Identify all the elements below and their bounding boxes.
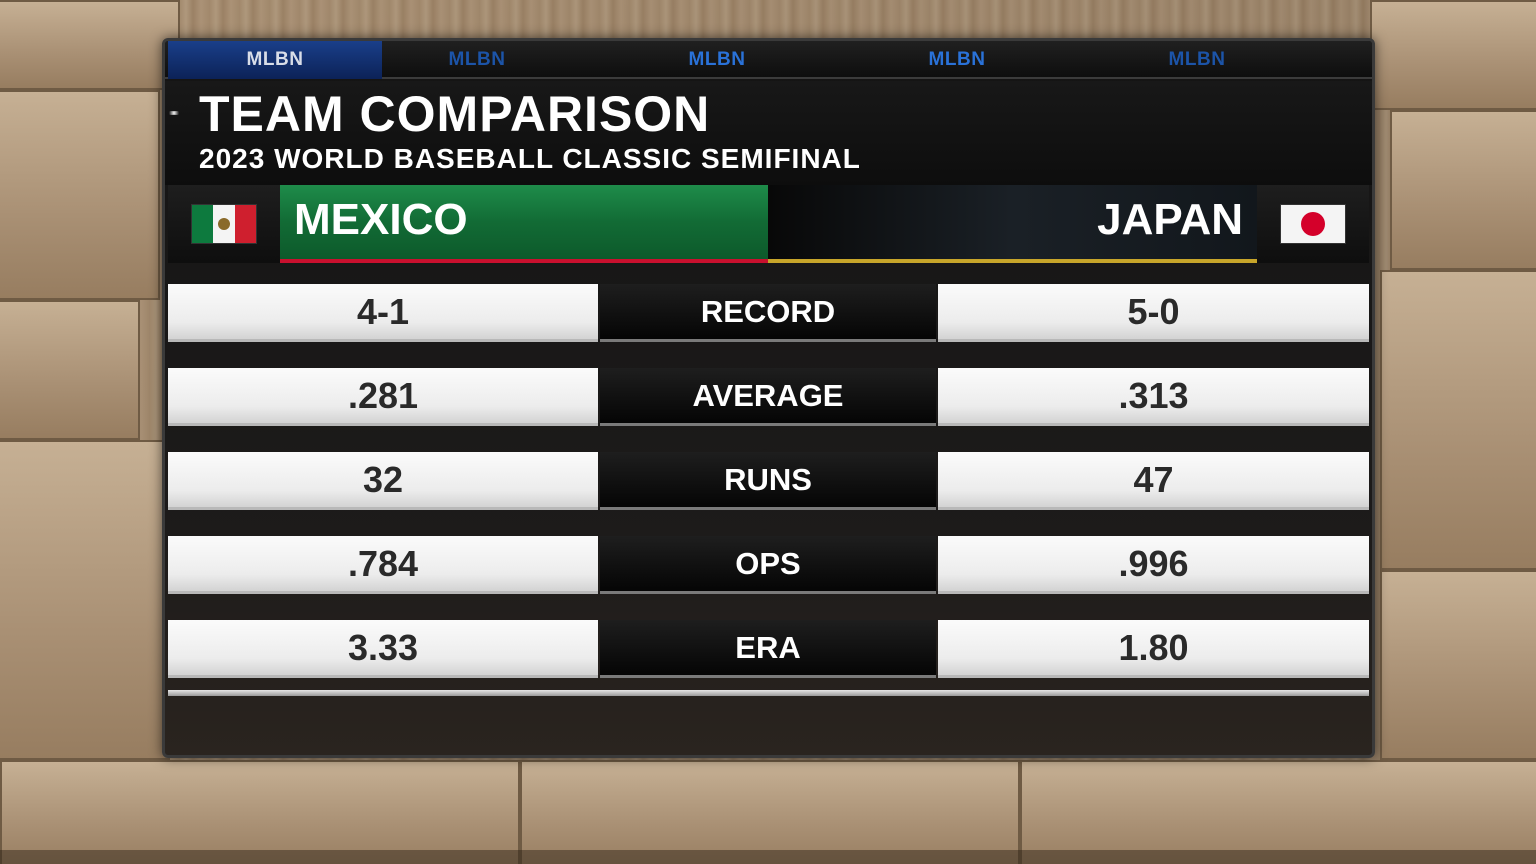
stat-right-value: .313	[938, 368, 1369, 426]
stat-label: RUNS	[600, 452, 936, 510]
team-left-name: MEXICO	[294, 195, 468, 244]
network-ticker-bar: MLBN MLBN MLBN MLBN MLBN	[165, 41, 1372, 79]
stat-left-value: .784	[168, 536, 598, 594]
stat-label: RECORD	[600, 284, 936, 342]
page-subtitle: 2023 WORLD BASEBALL CLASSIC SEMIFINAL	[199, 143, 861, 174]
network-tab: MLBN	[928, 49, 986, 70]
stat-label: AVERAGE	[600, 368, 936, 426]
page-title: TEAM COMPARISON	[199, 86, 711, 142]
bottom-divider	[168, 690, 1369, 696]
title-area	[165, 81, 1372, 185]
left-flag-box	[168, 185, 280, 263]
team-right: JAPAN	[768, 185, 1257, 263]
stat-row-era: 3.33 ERA 1.80	[168, 620, 1369, 678]
stat-left-value: 4-1	[168, 284, 598, 342]
stat-row-runs: 32 RUNS 47	[168, 452, 1369, 510]
stat-label: OPS	[600, 536, 936, 594]
stat-left-value: .281	[168, 368, 598, 426]
stat-row-average: .281 AVERAGE .313	[168, 368, 1369, 426]
right-flag-box	[1257, 185, 1369, 263]
stat-left-value: 3.33	[168, 620, 598, 678]
network-tab: MLBN	[688, 49, 746, 70]
team-comparison-panel: MLBN MLBN MLBN MLBN MLBN TEAM COMPARISON…	[162, 38, 1375, 758]
mexico-flag-icon	[191, 204, 257, 244]
sparkle-icon	[167, 111, 181, 115]
japan-flag-icon	[1280, 204, 1346, 244]
team-left: MEXICO	[280, 185, 768, 263]
stat-row-ops: .784 OPS .996	[168, 536, 1369, 594]
stat-right-value: .996	[938, 536, 1369, 594]
team-right-name: JAPAN	[1097, 195, 1243, 244]
stat-right-value: 5-0	[938, 284, 1369, 342]
network-tab: MLBN	[1168, 49, 1226, 70]
stat-label: ERA	[600, 620, 936, 678]
stat-row-record: 4-1 RECORD 5-0	[168, 284, 1369, 342]
network-tab-active: MLBN	[168, 41, 382, 79]
stat-right-value: 1.80	[938, 620, 1369, 678]
stat-left-value: 32	[168, 452, 598, 510]
stat-right-value: 47	[938, 452, 1369, 510]
network-tab: MLBN	[448, 49, 506, 70]
teams-bar: MEXICO JAPAN	[168, 185, 1369, 263]
